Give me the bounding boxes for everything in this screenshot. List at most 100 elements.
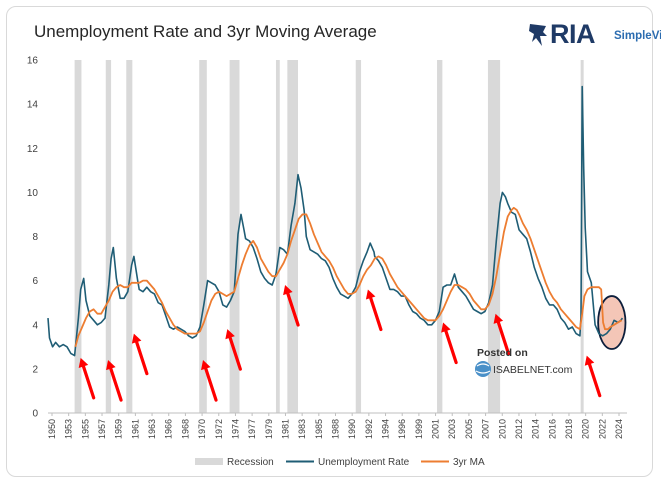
x-tick-label: 1985 [314, 419, 324, 439]
annotation-arrows [78, 285, 602, 402]
x-tick-label: 2020 [581, 419, 591, 439]
x-tick-label: 1983 [297, 419, 307, 439]
red-arrow-head [78, 357, 89, 368]
x-tick-label: 1988 [331, 419, 341, 439]
red-arrow [78, 357, 96, 400]
red-arrow [584, 355, 602, 398]
recession-band-4 [229, 60, 240, 413]
y-tick-label: 0 [32, 409, 38, 420]
recession-band-2 [126, 60, 133, 413]
x-tick-label: 1996 [397, 419, 407, 439]
red-arrow-shaft [587, 362, 602, 398]
red-arrow-shaft [444, 329, 458, 365]
x-tick-label: 2012 [514, 419, 524, 439]
red-arrow-head [365, 289, 376, 300]
x-tick-label: 2016 [547, 419, 557, 439]
legend: Recession Unemployment Rate 3yr MA [195, 457, 485, 468]
x-tick-label: 1990 [347, 419, 357, 439]
brand-name: RIA [550, 19, 596, 49]
red-arrow [106, 360, 123, 402]
red-arrow-head [493, 313, 504, 324]
chart-frame [6, 6, 653, 477]
highlight-area [597, 295, 627, 350]
x-tick-label: 2018 [564, 419, 574, 439]
x-tick-label: 2007 [481, 419, 491, 439]
x-tick-label: 1972 [214, 419, 224, 439]
red-arrow [493, 313, 511, 356]
x-tick-label: 1953 [64, 419, 74, 439]
x-tick-label: 1961 [130, 419, 140, 439]
legend-unemployment-label: Unemployment Rate [318, 457, 410, 468]
red-arrow-shaft [496, 320, 511, 356]
y-tick-label: 10 [27, 188, 39, 199]
red-arrow-shaft [228, 336, 242, 371]
x-tick-label: 1955 [80, 419, 90, 439]
x-tick-label: 1999 [414, 419, 424, 439]
red-arrow-shaft [81, 364, 96, 400]
red-arrow-head [584, 355, 595, 366]
red-arrow [225, 329, 242, 371]
globe-icon-lines [475, 363, 491, 374]
legend-recession-swatch [195, 458, 223, 465]
y-tick-label: 12 [27, 144, 39, 155]
y-axis: 0 2 4 6 8 10 12 14 16 [27, 56, 39, 420]
recession-band-0 [74, 60, 82, 413]
watermark: Posted on ISABELNET.com [475, 347, 573, 377]
grid [48, 412, 627, 416]
series-lines [47, 85, 624, 357]
x-tick-label: 2010 [497, 419, 507, 439]
x-tick-label: 1959 [114, 419, 124, 439]
red-arrow-head [225, 329, 235, 340]
chart-title: Unemployment Rate and 3yr Moving Average [34, 22, 377, 41]
red-arrow-shaft [109, 367, 123, 402]
red-arrow-head [283, 285, 293, 296]
x-tick-label: 2001 [431, 419, 441, 439]
legend-ma-label: 3yr MA [453, 457, 485, 468]
red-arrow-shaft [135, 340, 149, 376]
x-tick-label: 1970 [197, 419, 207, 439]
recession-band-7 [355, 60, 362, 413]
y-tick-label: 8 [32, 232, 38, 243]
unemployment-rate-line [47, 85, 624, 357]
red-arrow [201, 360, 218, 402]
x-tick-label: 1974 [230, 419, 240, 439]
x-tick-label: 1957 [97, 419, 107, 439]
red-arrow-head [106, 360, 116, 371]
x-tick-label: 1977 [247, 419, 257, 439]
red-arrow-head [441, 322, 451, 333]
x-tick-label: 1950 [47, 419, 57, 439]
x-axis: 1950 1953 1955 1957 1959 1961 1963 1966 1968 1970… [47, 419, 624, 439]
x-tick-label: 1966 [164, 419, 174, 439]
x-tick-label: 1963 [147, 419, 157, 439]
y-tick-label: 2 [32, 364, 38, 375]
x-tick-label: 2014 [531, 419, 541, 439]
red-arrow-head [201, 360, 211, 371]
x-tick-label: 1994 [381, 419, 391, 439]
y-tick-label: 16 [27, 56, 39, 67]
recession-band-3 [199, 60, 207, 413]
x-tick-label: 2003 [447, 419, 457, 439]
brand-product: SimpleVisor [614, 30, 661, 42]
x-tick-label: 2022 [597, 419, 607, 439]
x-tick-label: 1979 [264, 419, 274, 439]
highlight-circle [597, 295, 627, 350]
red-arrow-shaft [204, 367, 218, 402]
x-tick-label: 1981 [280, 419, 290, 439]
red-arrow-shaft [369, 296, 383, 332]
red-arrow-head [131, 333, 142, 344]
y-tick-label: 14 [27, 100, 39, 111]
red-arrow-shaft [286, 291, 300, 327]
ma-line [74, 206, 623, 348]
recession-band-5 [275, 60, 280, 413]
watermark-posted-on: Posted on [477, 347, 528, 359]
recession-band-1 [105, 60, 112, 413]
recession-band-8 [437, 60, 443, 413]
y-tick-label: 4 [32, 320, 38, 331]
red-arrow [283, 285, 300, 327]
recession-band-9 [487, 60, 501, 413]
red-arrow [441, 322, 458, 365]
eagle-icon [529, 24, 547, 46]
y-tick-label: 6 [32, 276, 38, 287]
recession-bands [74, 60, 584, 413]
